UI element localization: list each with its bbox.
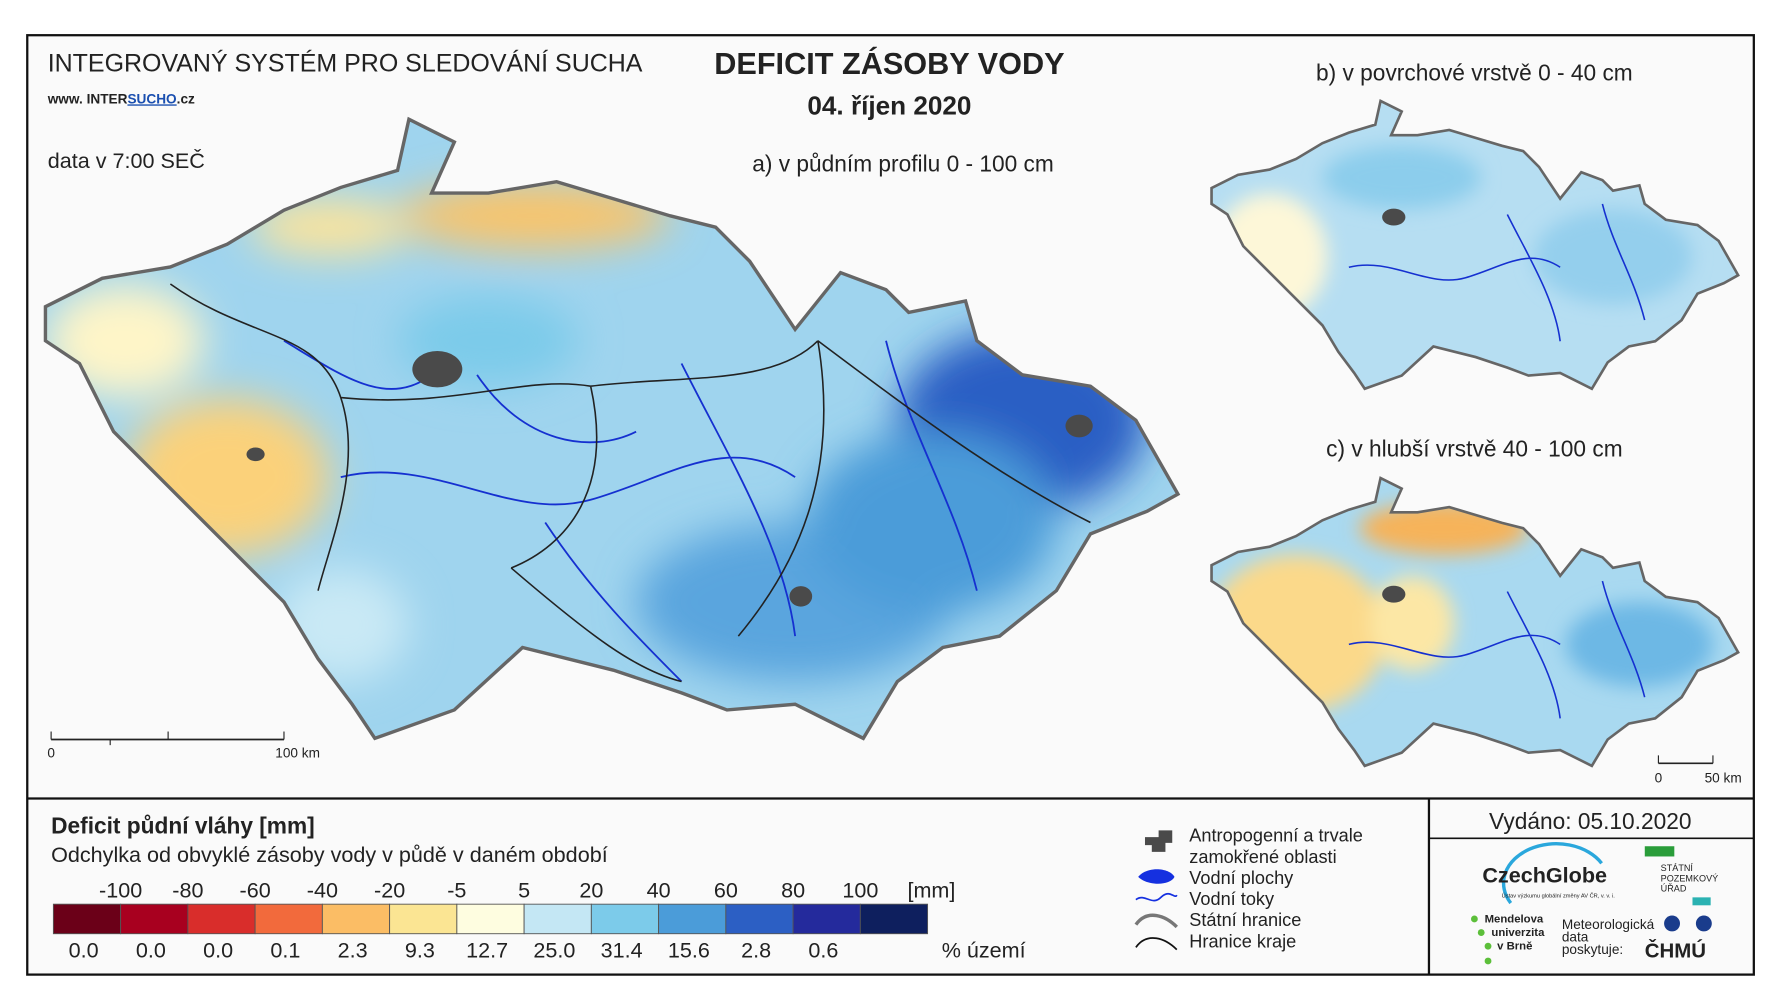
legend-subtitle: Odchylka od obvyklé zásoby vody v půdě v…	[51, 842, 608, 867]
scale-label: 0	[47, 746, 55, 761]
scale-label: 50 km	[1705, 771, 1742, 786]
legend-swatch	[120, 903, 189, 935]
legend-unit: [mm]	[907, 877, 955, 902]
legend-swatch	[187, 903, 256, 935]
legend-share: 0.1	[270, 938, 300, 963]
issued: Vydáno: 05.10.2020	[1489, 808, 1691, 834]
data-time: data v 7:00 SEČ	[48, 148, 205, 173]
legend-break: 100	[842, 877, 878, 902]
legend-share: 0.0	[69, 938, 99, 963]
symbol-icons	[1134, 830, 1178, 951]
legend-break: 40	[647, 877, 671, 902]
logo-chmi: ČHMÚ	[1645, 939, 1706, 963]
title: DEFICIT ZÁSOBY VODY	[714, 46, 1064, 81]
logo-mendelu: v Brně	[1497, 941, 1532, 953]
symbol-label: Státní hranice	[1189, 910, 1301, 930]
legend-swatch	[389, 903, 458, 935]
date: 04. říjen 2020	[807, 91, 971, 121]
logo-mendelu: univerzita	[1491, 927, 1545, 939]
map-label: c) v hlubší vrstvě 40 - 100 cm	[1326, 436, 1623, 462]
chmi-note: data	[1562, 930, 1589, 945]
scale-label: 100 km	[275, 746, 320, 761]
legend-share: 0.0	[203, 938, 233, 963]
legend-share: 0.6	[808, 938, 838, 963]
legend-share: 0.0	[136, 938, 166, 963]
legend-swatch	[590, 903, 660, 935]
legend-share: 2.3	[338, 938, 368, 963]
legend-share: 15.6	[668, 938, 710, 963]
legend-break: 80	[781, 877, 805, 902]
legend-swatch	[254, 903, 323, 935]
scale-label: 0	[1655, 771, 1663, 786]
legend-break: 60	[714, 877, 738, 902]
legend-break: -60	[240, 877, 271, 902]
legend-break: -80	[172, 877, 203, 902]
legend-share: 31.4	[601, 938, 643, 963]
legend-swatch	[792, 903, 861, 935]
legend-break: -40	[307, 877, 338, 902]
legend-share: 9.3	[405, 938, 435, 963]
legend-swatch	[725, 903, 794, 935]
map-label: b) v povrchové vrstvě 0 - 40 cm	[1316, 60, 1633, 86]
symbol-label: Vodní plochy	[1189, 868, 1294, 888]
legend-break: 20	[579, 877, 603, 902]
logo-spu: POZEMKOVÝ	[1661, 873, 1719, 883]
legend-break: -100	[99, 877, 142, 902]
legend-swatch	[321, 903, 391, 935]
legend-share: 25.0	[533, 938, 575, 963]
legend-swatch	[658, 903, 727, 935]
legend-swatch	[52, 903, 122, 935]
legend-title: Deficit půdní vláhy [mm]	[51, 813, 315, 839]
legend-shares-unit: % území	[942, 938, 1026, 963]
symbol-label: Antropogenní a trvale	[1189, 826, 1363, 846]
chmi-note: poskytuje:	[1562, 942, 1623, 957]
legend-break: -5	[447, 877, 466, 902]
map-label: a) v půdním profilu 0 - 100 cm	[752, 151, 1054, 177]
legend-share: 2.8	[741, 938, 771, 963]
legend-swatch	[456, 903, 525, 935]
logos: CzechGlobe Ústav výzkumu globální změny …	[1470, 842, 1719, 965]
legend-break: 5	[518, 877, 530, 902]
logo-czechglobe-sub: Ústav výzkumu globální změny AV ČR, v. v…	[1502, 892, 1616, 899]
symbol-label: Hranice kraje	[1189, 931, 1296, 951]
legend-swatch	[523, 903, 592, 935]
logo-czechglobe: CzechGlobe	[1482, 863, 1607, 888]
symbol-label: Vodní toky	[1189, 889, 1275, 909]
legend-bar: -100 -80 -60 -40 -20 -5 5 20 40 60 80 100 0.0 0.0 0.0 0…	[52, 877, 929, 963]
scale-bar	[1657, 755, 1714, 765]
legend-share: 12.7	[466, 938, 508, 963]
website: www. INTERSUCHO.cz	[47, 91, 195, 106]
chmi-note: Meteorologická	[1562, 917, 1655, 932]
symbol-label: zamokřené oblasti	[1189, 847, 1336, 867]
logo-mendelu: Mendelova	[1485, 913, 1544, 925]
logo-spu: STÁTNÍ	[1661, 863, 1694, 873]
legend-swatch	[859, 903, 929, 935]
legend-break: -20	[374, 877, 405, 902]
system-title: INTEGROVANÝ SYSTÉM PRO SLEDOVÁNÍ SUCHA	[48, 49, 643, 78]
logo-spu: ÚŘAD	[1661, 884, 1687, 894]
